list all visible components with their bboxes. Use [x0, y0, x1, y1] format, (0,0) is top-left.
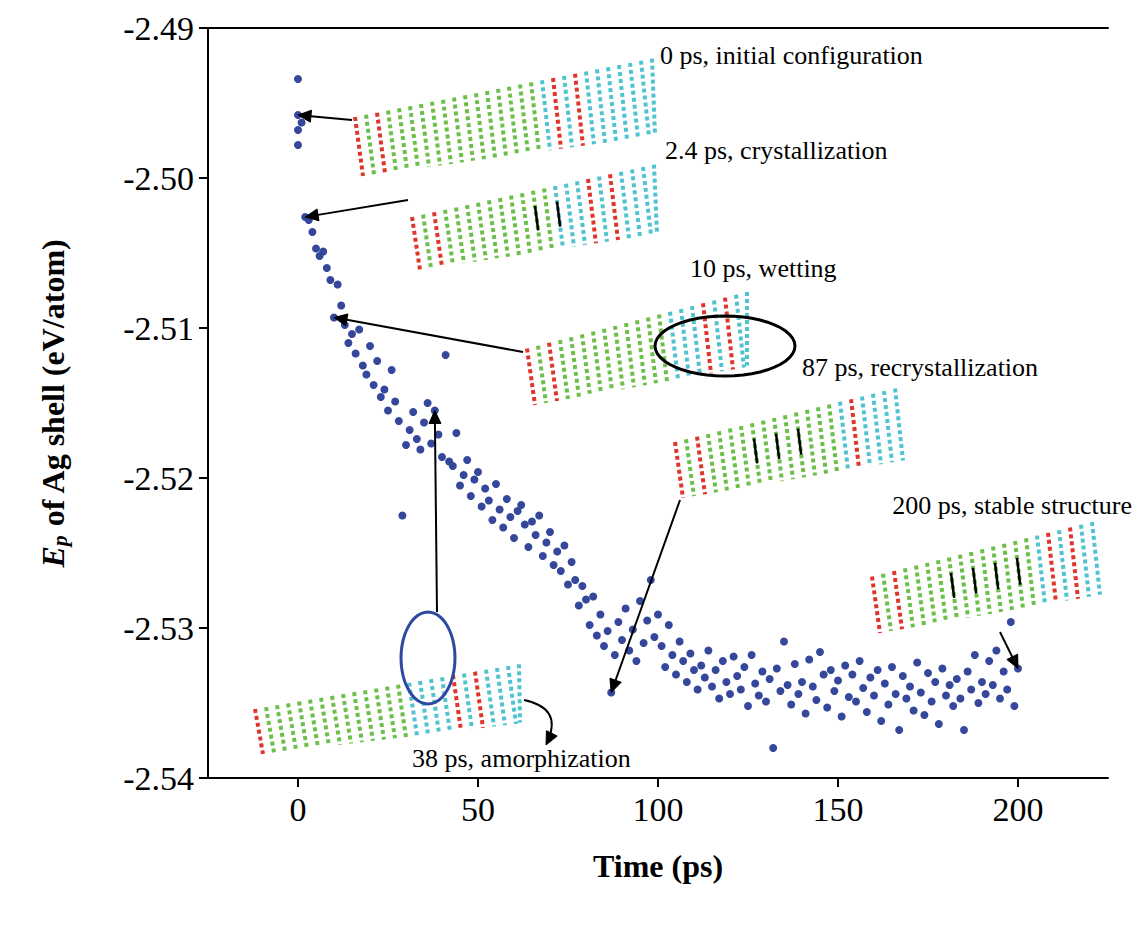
svg-text:E: E	[35, 546, 71, 568]
svg-text:-2.54: -2.54	[123, 760, 194, 797]
svg-text:10 ps, wetting: 10 ps, wetting	[690, 254, 837, 283]
svg-text:100: 100	[633, 791, 684, 828]
svg-text:150: 150	[813, 791, 864, 828]
svg-text:87 ps, recrystallization: 87 ps, recrystallization	[802, 353, 1038, 382]
svg-text:200 ps, stable structure: 200 ps, stable structure	[892, 491, 1132, 520]
svg-text:38 ps, amorphization: 38 ps, amorphization	[412, 744, 631, 773]
svg-text:Time (ps): Time (ps)	[593, 848, 723, 884]
svg-text:-2.53: -2.53	[123, 610, 194, 647]
svg-text:-2.51: -2.51	[123, 310, 194, 347]
svg-text:-2.50: -2.50	[123, 160, 194, 197]
svg-text:-2.52: -2.52	[123, 460, 194, 497]
svg-text:0 ps, initial configuration: 0 ps, initial configuration	[660, 41, 923, 70]
svg-text:50: 50	[461, 791, 495, 828]
svg-text:of Ag shell (eV/atom): of Ag shell (eV/atom)	[35, 239, 71, 534]
svg-text:200: 200	[993, 791, 1044, 828]
svg-text:p: p	[47, 535, 72, 548]
svg-text:0: 0	[290, 791, 307, 828]
svg-text:2.4 ps, crystallization: 2.4 ps, crystallization	[665, 136, 887, 165]
svg-text:-2.49: -2.49	[123, 10, 194, 47]
